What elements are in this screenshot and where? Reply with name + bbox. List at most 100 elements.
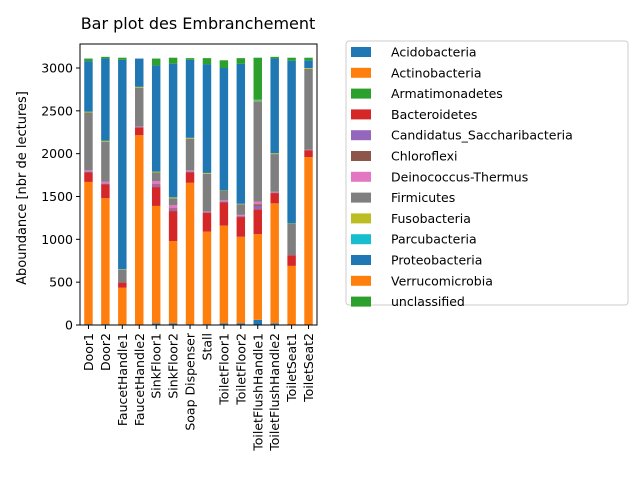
bar-segment-soap-dispenser-unclassified	[185, 58, 195, 60]
bar-segment-toiletfloor1-bacteroidetes	[219, 202, 229, 226]
bar-segment-toiletfloor2-bacteroidetes	[236, 217, 246, 237]
bar-segment-toiletfloor2-candidatus-saccharibacteria	[236, 216, 246, 218]
bar-segment-sinkfloor2-fusobacteria	[168, 197, 178, 199]
bar-segment-soap-dispenser-actinobacteria	[185, 182, 195, 325]
bar-segment-soap-dispenser-candidatus-saccharibacteria	[185, 171, 195, 173]
bar-segment-toiletfloor1-actinobacteria	[219, 225, 229, 324]
y-axis-label: Aboundance [nbr de lectures]	[15, 91, 30, 285]
bar-segment-toiletflushhandle2-unclassified	[270, 56, 279, 59]
bar-segment-sinkfloor2-candidatus-saccharibacteria	[168, 209, 178, 212]
legend-label-bacteroidetes: Bacteroidetes	[391, 107, 477, 122]
bar-segment-toiletfloor2-unclassified	[236, 58, 246, 64]
legend-label-chloroflexi: Chloroflexi	[391, 149, 458, 164]
bar-segment-toiletfloor1-deinococcus-thermus	[219, 200, 229, 202]
x-tick-label-toiletflushhandle1: ToiletFlushHandle1	[250, 333, 265, 452]
bar-segment-stall-firmicutes	[202, 173, 212, 212]
bar-segment-toiletseat2-actinobacteria	[304, 157, 313, 325]
bar-segment-toiletflushhandle1-acidobacteria	[253, 319, 262, 325]
bar-segment-sinkfloor1-candidatus-saccharibacteria	[151, 185, 161, 188]
bar-segment-sinkfloor1-proteobacteria	[151, 65, 161, 172]
bar-segment-toiletseat1-bacteroidetes	[287, 255, 296, 266]
bar-segment-sinkfloor1-firmicutes	[151, 172, 161, 182]
bar-segment-toiletseat2-proteobacteria	[304, 60, 313, 68]
y-tick-label: 500	[49, 275, 73, 290]
bar-segment-sinkfloor2-chloroflexi	[168, 208, 178, 210]
x-tick-label-toiletfloor1: ToiletFloor1	[216, 333, 231, 406]
x-tick-label-door1: Door1	[81, 333, 96, 371]
bar-segment-sinkfloor2-proteobacteria	[168, 63, 178, 198]
bar-segment-faucethandle2-bacteroidetes	[135, 127, 144, 136]
x-tick-label-faucethandle1: FaucetHandle1	[115, 333, 130, 426]
bar-segment-toiletflushhandle1-actinobacteria	[253, 234, 262, 320]
legend-label-candidatus-saccharibacteria: Candidatus_Saccharibacteria	[391, 128, 573, 143]
bar-segment-door1-proteobacteria	[84, 61, 93, 112]
bar-segment-stall-unclassified	[202, 58, 212, 65]
legend-label-armatimonadetes: Armatimonadetes	[391, 86, 503, 101]
bar-segment-door2-candidatus-saccharibacteria	[101, 183, 110, 185]
bar-segment-soap-dispenser-firmicutes	[185, 138, 195, 171]
bar-segment-toiletflushhandle2-fusobacteria	[270, 153, 279, 155]
x-tick-label-toiletflushhandle2: ToiletFlushHandle2	[267, 333, 282, 452]
bar-segment-stall-fusobacteria	[202, 172, 212, 174]
bar-segment-door2-deinococcus-thermus	[101, 181, 110, 184]
legend-swatch-firmicutes	[351, 192, 371, 203]
bar-segment-door1-candidatus-saccharibacteria	[84, 171, 93, 173]
x-tick-label-toiletseat2: ToiletSeat2	[301, 333, 316, 403]
y-axis-ticks: 0 500 1000 1500 2000 2500 3000	[41, 60, 80, 333]
bar-segment-door1-unclassified	[84, 58, 93, 62]
bar-segment-toiletflushhandle2-bacteroidetes	[270, 193, 279, 204]
legend-frame	[345, 40, 629, 306]
y-tick-label: 2500	[41, 103, 73, 118]
bar-segment-sinkfloor1-unclassified	[151, 58, 161, 66]
bar-segment-toiletseat1-actinobacteria	[287, 265, 296, 325]
bar-segment-toiletflushhandle1-candidatus-saccharibacteria	[253, 205, 262, 210]
bar-segment-sinkfloor2-firmicutes	[168, 198, 178, 206]
bar-segment-soap-dispenser-fusobacteria	[185, 137, 195, 139]
bar-segment-toiletflushhandle2-proteobacteria	[270, 58, 279, 154]
bar-segment-toiletseat1-unclassified	[287, 57, 296, 61]
y-tick-label: 0	[65, 318, 73, 333]
bar-segment-toiletfloor1-unclassified	[219, 60, 229, 68]
x-tick-label-door2: Door2	[98, 333, 113, 371]
bar-segment-faucethandle2-actinobacteria	[135, 135, 144, 325]
bar-segment-sinkfloor1-fusobacteria	[151, 171, 161, 173]
bar-segment-faucethandle1-firmicutes	[118, 269, 127, 283]
bar-segment-toiletflushhandle2-acidobacteria	[270, 323, 279, 325]
bar-segment-stall-bacteroidetes	[202, 212, 212, 232]
bar-segment-toiletflushhandle2-firmicutes	[270, 154, 279, 192]
bar-segment-faucethandle2-fusobacteria	[135, 86, 144, 88]
bar-segment-sinkfloor1-chloroflexi	[151, 184, 161, 186]
legend-swatch-unclassified	[351, 296, 371, 307]
bar-segment-sinkfloor1-acidobacteria	[151, 323, 161, 325]
bar-segment-toiletflushhandle1-unclassified	[253, 57, 262, 100]
bar-segment-sinkfloor1-deinococcus-thermus	[151, 181, 161, 185]
legend-label-parcubacteria: Parcubacteria	[391, 232, 477, 247]
legend-label-fusobacteria: Fusobacteria	[391, 211, 471, 226]
bar-segment-toiletflushhandle1-bacteroidetes	[253, 209, 262, 235]
bar-segment-toiletflushhandle1-firmicutes	[253, 101, 262, 202]
bar-segment-sinkfloor1-bacteroidetes	[151, 187, 161, 206]
x-tick-label-faucethandle2: FaucetHandle2	[132, 333, 147, 426]
legend-swatch-proteobacteria	[351, 255, 371, 265]
bar-segment-sinkfloor1-actinobacteria	[151, 205, 161, 324]
legend-label-acidobacteria: Acidobacteria	[391, 45, 477, 60]
bar-segment-toiletflushhandle2-actinobacteria	[270, 203, 279, 324]
bar-segment-soap-dispenser-bacteroidetes	[185, 172, 195, 183]
legend-label-deinococcus-thermus: Deinococcus-Thermus	[391, 169, 528, 184]
bar-segment-door2-fusobacteria	[101, 140, 110, 142]
bar-segment-door2-bacteroidetes	[101, 184, 110, 199]
bar-segment-toiletfloor2-firmicutes	[236, 204, 246, 215]
plot-frame	[79, 43, 318, 326]
bar-segment-toiletfloor1-acidobacteria	[219, 323, 229, 325]
legend-label-firmicutes: Firmicutes	[391, 190, 455, 205]
x-tick-label-soap-dispenser: Soap Dispenser	[183, 332, 198, 431]
x-axis-ticks: Door1 Door2 FaucetHandle1 FaucetHandle2 Sink…	[81, 325, 316, 452]
legend-swatch-candidatus-saccharibacteria	[351, 130, 371, 141]
bar-segment-soap-dispenser-deinococcus-thermus	[185, 170, 195, 172]
bar-segment-toiletfloor2-actinobacteria	[236, 236, 246, 324]
y-tick-label: 2000	[41, 146, 73, 161]
bar-segment-toiletseat2-bacteroidetes	[304, 150, 313, 158]
bar-segment-door2-firmicutes	[101, 141, 110, 182]
bar-segment-toiletseat2-unclassified	[304, 57, 313, 61]
